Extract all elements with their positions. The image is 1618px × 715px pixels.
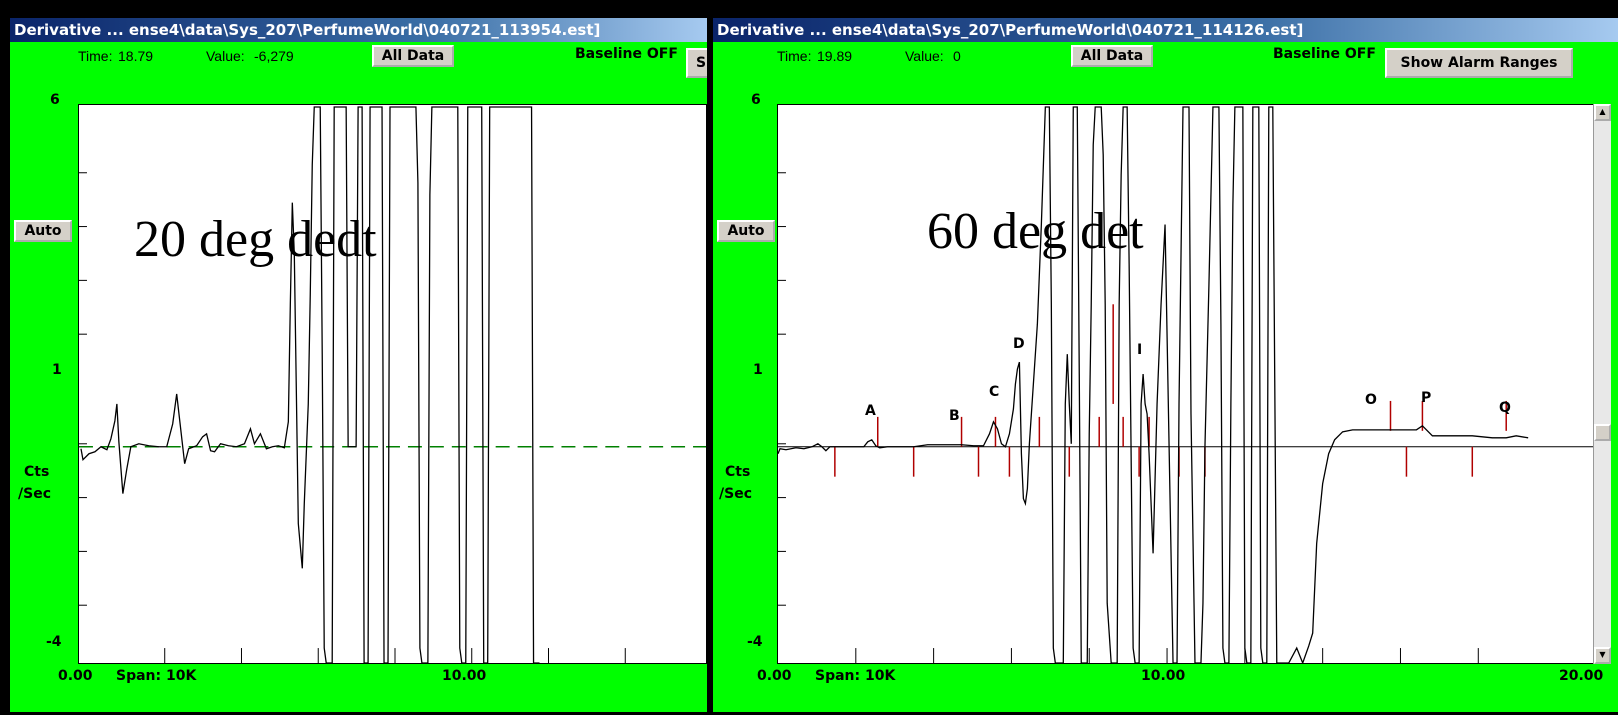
vertical-scrollbar[interactable]: ▲ ▼ [1593,104,1611,664]
peak-label-i: I [1137,342,1143,358]
time-label: Time: [777,48,812,64]
y-unit-per-sec: /Sec [18,486,51,502]
right-plot-area [777,104,1594,664]
baseline-toggle[interactable]: Baseline OFF [575,46,678,62]
peak-label-b: B [949,408,960,424]
peak-label-o: O [1365,392,1377,408]
scroll-thumb[interactable] [1594,424,1611,441]
span-label: Span: 10K [116,668,197,684]
left-derivative-trace [80,106,540,663]
down-arrow-icon[interactable]: ▼ [1594,647,1611,664]
value-label: Value: [905,48,944,64]
value-value: 0 [953,48,961,64]
window-title: Derivative ... ense4\data\Sys_207\Perfum… [10,18,707,42]
window-title: Derivative ... ense4\data\Sys_207\Perfum… [713,18,1618,42]
peak-label-c: C [989,384,1000,400]
y-unit-per-sec: /Sec [719,486,752,502]
span-label: Span: 10K [815,668,896,684]
y-tick-bottom: -4 [46,634,62,650]
x-tick-mid: 10.00 [1141,668,1186,684]
x-tick-end: 20.00 [1559,668,1604,684]
x-tick-start: 0.00 [757,668,792,684]
y-tick-top: 6 [50,92,60,108]
time-value: 19.89 [817,48,853,64]
time-value: 18.79 [118,48,154,64]
overlay-annotation: 20 deg dedt [134,211,377,268]
y-tick-mid: 1 [52,362,62,378]
up-arrow-icon[interactable]: ▲ [1594,104,1611,121]
left-plot-area [78,104,707,664]
auto-scale-button[interactable]: Auto [717,220,775,242]
peak-label-a: A [865,403,876,419]
overlay-annotation: 60 deg det [927,203,1144,260]
time-label: Time: [78,48,113,64]
x-tick-start: 0.00 [58,668,93,684]
peak-markers [834,304,1507,477]
peak-label-p: P [1421,390,1432,406]
all-data-button[interactable]: All Data [372,45,454,67]
all-data-button[interactable]: All Data [1071,45,1153,67]
peak-label-q: Q [1499,400,1511,416]
value-label: Value: [206,48,245,64]
y-unit-counts: Cts [24,464,50,480]
right-trace-chart [778,106,1593,663]
y-tick-top: 6 [751,92,761,108]
x-tick-mid: 10.00 [442,668,487,684]
left-trace-chart [79,106,706,663]
y-unit-counts: Cts [725,464,751,480]
auto-scale-button[interactable]: Auto [14,220,72,242]
y-tick-mid: 1 [753,362,763,378]
left-derivative-window: Derivative ... ense4\data\Sys_207\Perfum… [10,18,707,712]
show-alarm-ranges-button[interactable]: S [686,48,707,78]
right-derivative-trace [778,106,1529,663]
y-tick-bottom: -4 [747,634,763,650]
baseline-toggle[interactable]: Baseline OFF [1273,46,1376,62]
right-derivative-window: Derivative ... ense4\data\Sys_207\Perfum… [713,18,1618,712]
peak-label-d: D [1013,336,1025,352]
show-alarm-ranges-button[interactable]: Show Alarm Ranges [1385,48,1573,78]
value-value: -6,279 [254,48,294,64]
